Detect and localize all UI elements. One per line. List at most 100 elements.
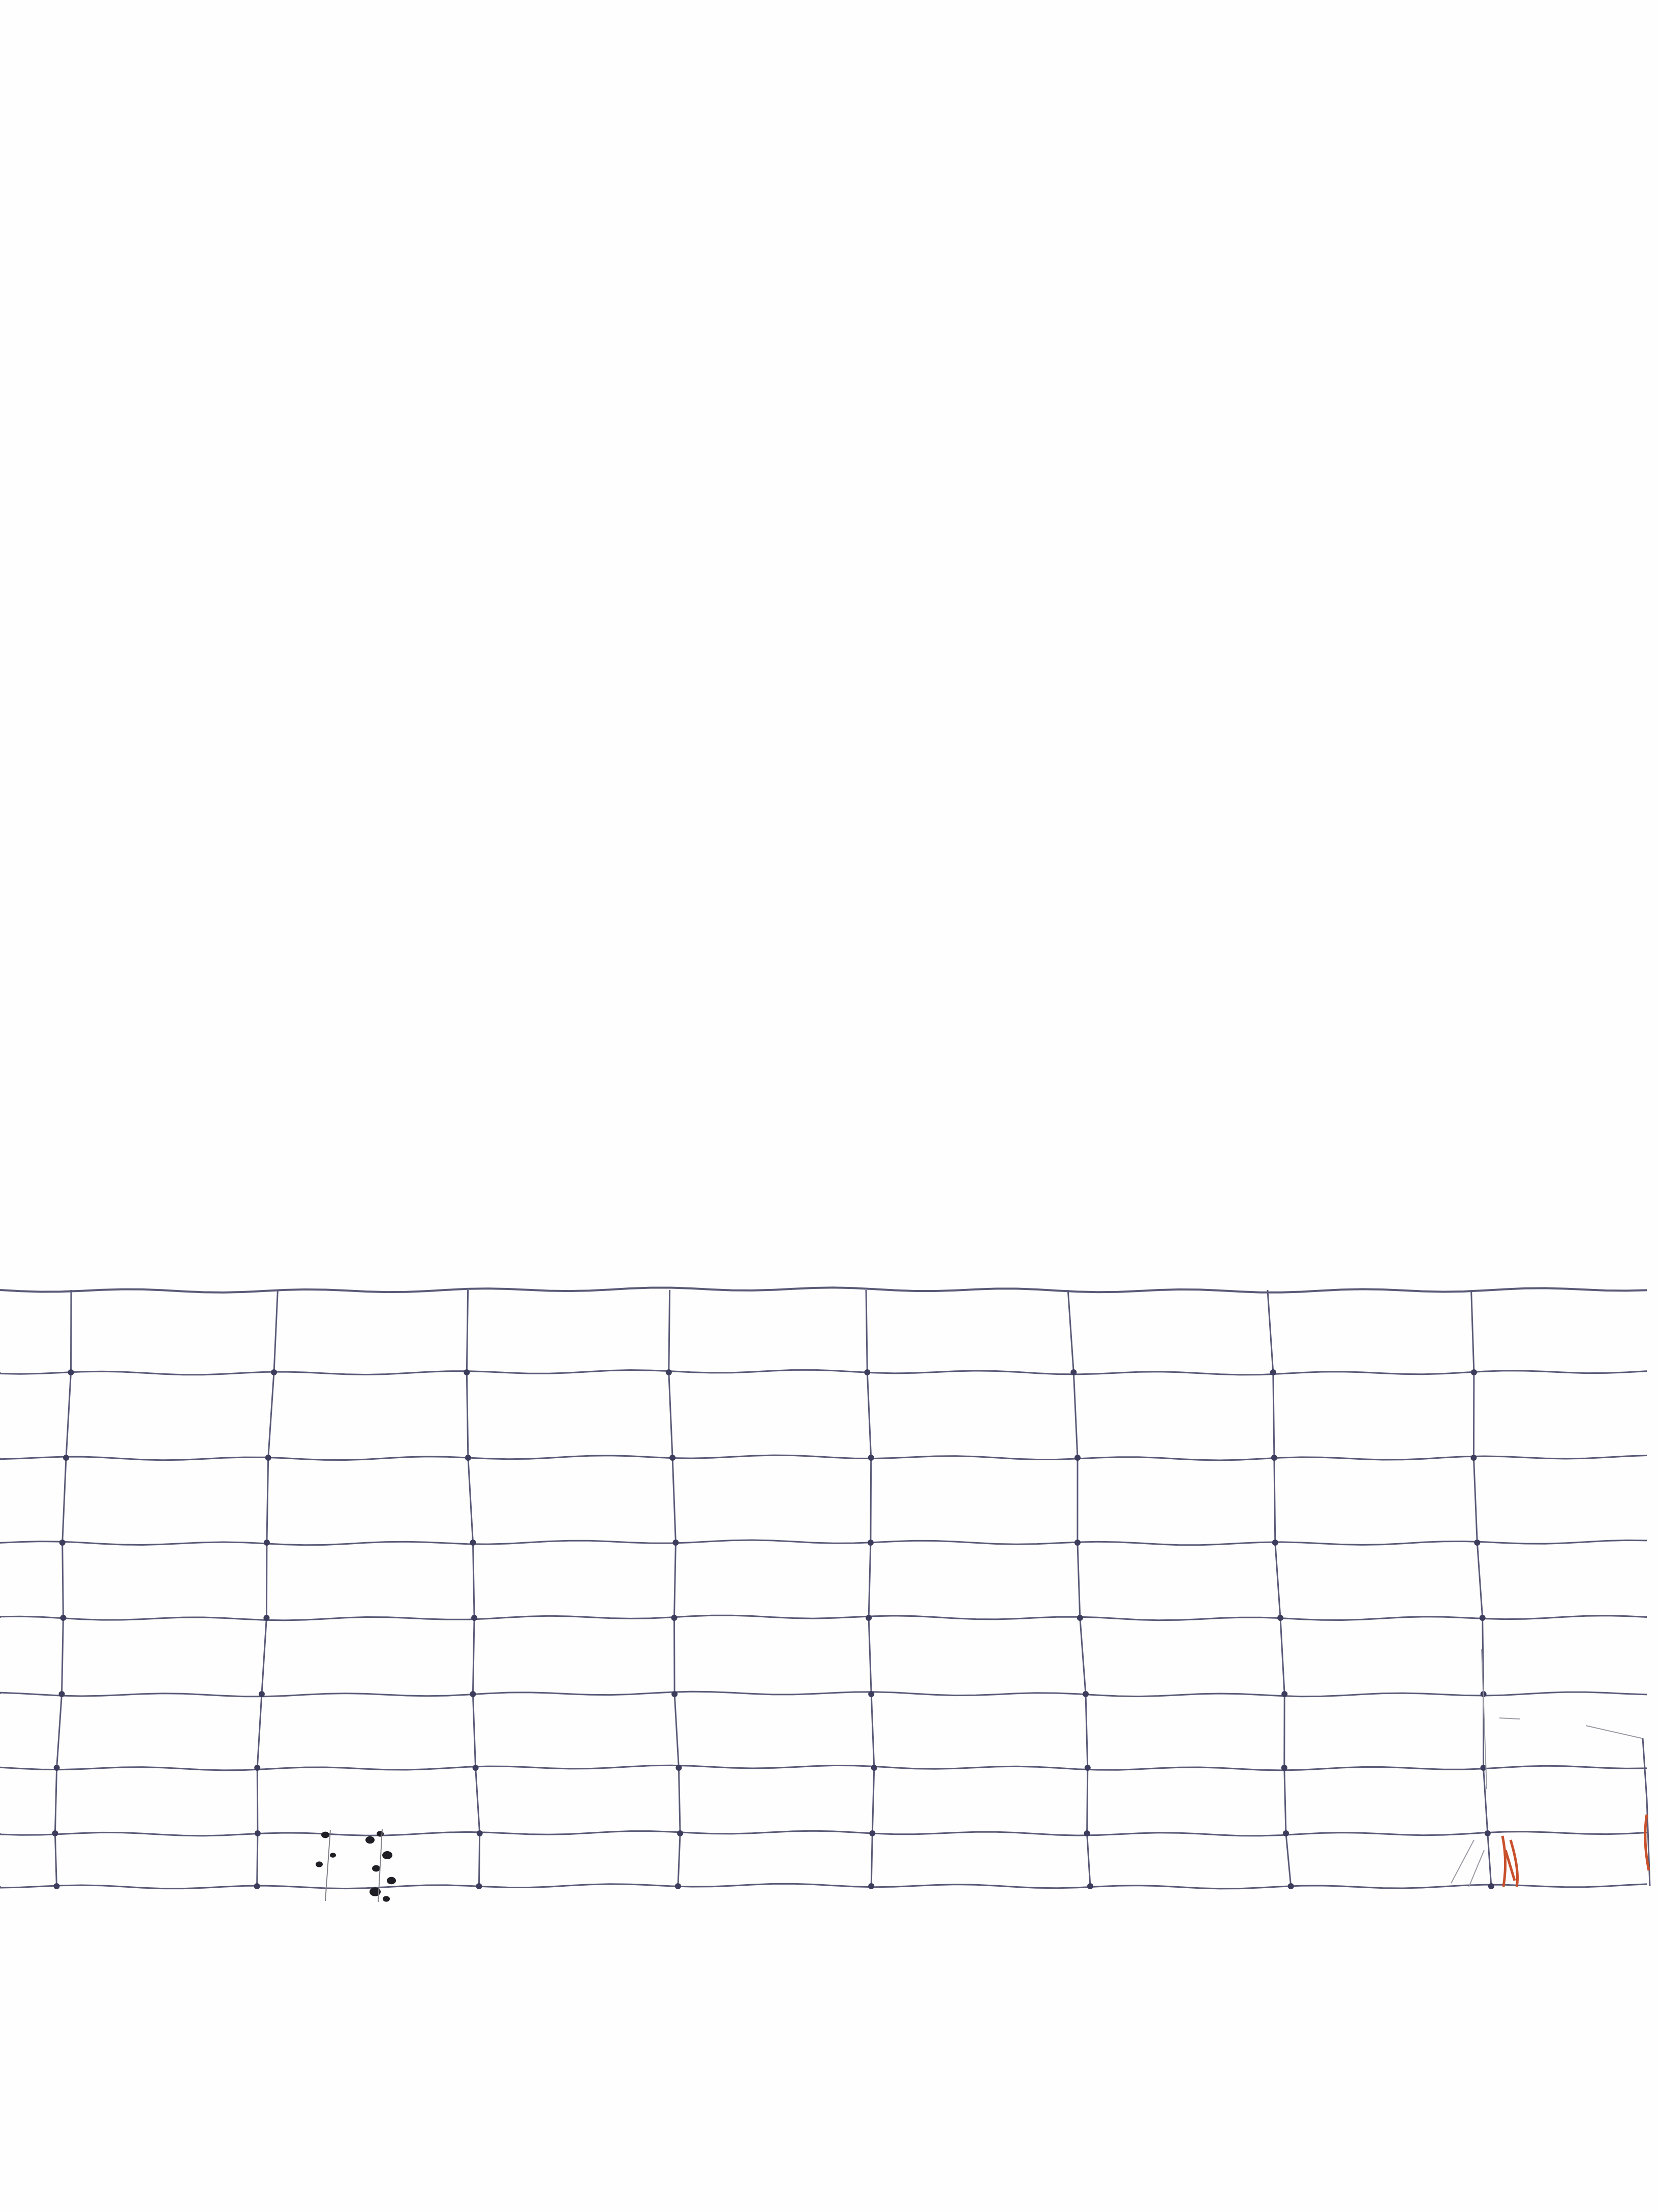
wire-knot <box>868 1691 875 1697</box>
horizontal-wire <box>0 1454 1647 1461</box>
wire-knot <box>258 1691 265 1697</box>
wire-knot <box>1480 1765 1487 1771</box>
wire-knot <box>869 1830 876 1836</box>
wire-knot <box>1270 1369 1276 1375</box>
wire-knot <box>671 1691 678 1697</box>
weed-stem <box>378 1828 383 1902</box>
wire-knot <box>254 1765 261 1771</box>
vertical-stay <box>865 1289 875 1887</box>
wire-knot <box>52 1830 58 1836</box>
dry-weeds <box>316 1649 1650 1902</box>
wire-knot <box>675 1765 682 1771</box>
wire-knot <box>1488 1883 1494 1889</box>
wire-knot <box>1074 1540 1081 1546</box>
vertical-stay <box>1642 1738 1651 1887</box>
wire-knot <box>68 1369 74 1375</box>
wire-knot <box>1083 1691 1089 1697</box>
wire-knot <box>53 1883 60 1889</box>
wire-knot <box>871 1765 877 1771</box>
wire-knot <box>265 1455 271 1461</box>
horizontal-wire <box>0 1539 1647 1546</box>
wire-knot <box>677 1830 684 1836</box>
wire-knot <box>1272 1540 1278 1546</box>
weed-clump <box>372 1865 380 1872</box>
vertical-stay <box>1267 1289 1292 1887</box>
wire-knot <box>1470 1369 1477 1375</box>
wire-knot <box>665 1369 672 1375</box>
wire-knot <box>1479 1615 1486 1621</box>
wire-knot <box>263 1615 270 1621</box>
vertical-stays <box>54 1289 1651 1887</box>
weed-clump <box>382 1851 392 1859</box>
wire-knot <box>1283 1830 1289 1836</box>
rusty-weed <box>1644 1814 1650 1871</box>
vertical-stay <box>1067 1289 1091 1887</box>
grass-strand <box>1481 1649 1487 1790</box>
horizontal-wire <box>0 1369 1647 1376</box>
horizontal-wires <box>0 1286 1647 1890</box>
wire-knot <box>1470 1455 1477 1461</box>
grass-strand <box>1585 1725 1642 1739</box>
wire-knot <box>1077 1615 1083 1621</box>
wire-knot <box>1087 1883 1093 1889</box>
wire-knot <box>1474 1540 1481 1546</box>
wire-knot <box>464 1369 470 1375</box>
wire-knot <box>672 1540 679 1546</box>
wire-knot <box>868 1883 875 1889</box>
grass-strand <box>1451 1839 1474 1884</box>
wire-knot <box>669 1455 676 1461</box>
wire-knot <box>263 1540 270 1546</box>
wire-knot <box>60 1615 67 1621</box>
wire-knot <box>671 1615 678 1621</box>
vertical-stay <box>466 1289 481 1887</box>
weed-clump <box>377 1831 384 1837</box>
wire-knot <box>472 1765 479 1771</box>
horizontal-wire <box>0 1830 1647 1837</box>
wire-knot <box>58 1691 65 1697</box>
vertical-stay <box>668 1289 681 1887</box>
horizontal-wire <box>0 1614 1647 1621</box>
wire-knot <box>470 1540 476 1546</box>
weed-stem <box>325 1829 331 1901</box>
wire-knot <box>1084 1830 1090 1836</box>
wire-knot <box>1277 1615 1283 1621</box>
wire-knot <box>1271 1455 1277 1461</box>
horizontal-wire <box>0 1764 1647 1771</box>
wire-knot <box>476 1883 482 1889</box>
grass-strand <box>1499 1717 1520 1719</box>
horizontal-wire <box>0 1286 1647 1294</box>
wire-knots <box>52 1369 1494 1889</box>
wire-knot <box>866 1615 872 1621</box>
wire-knot <box>1074 1455 1081 1461</box>
horizontal-wire <box>0 1883 1647 1890</box>
weed-clump <box>365 1836 375 1844</box>
weed-clump <box>316 1861 323 1867</box>
wire-knot <box>63 1455 69 1461</box>
wire-knot <box>1484 1830 1491 1836</box>
weed-clump <box>370 1887 381 1896</box>
wire-knot <box>1070 1369 1077 1375</box>
wire-knot <box>254 1883 260 1889</box>
wire-knot <box>864 1369 871 1375</box>
vertical-stay <box>256 1289 279 1887</box>
weed-clump <box>387 1877 396 1885</box>
wire-knot <box>465 1455 471 1461</box>
wire-knot <box>1281 1765 1287 1771</box>
wire-knot <box>254 1830 261 1836</box>
wire-knot <box>1084 1765 1091 1771</box>
wire-knot <box>868 1455 874 1461</box>
wire-knot <box>471 1615 478 1621</box>
wire-knot <box>470 1691 476 1697</box>
wire-knot <box>867 1540 874 1546</box>
weed-clump <box>330 1853 336 1858</box>
wire-knot <box>674 1883 681 1889</box>
wire-knot <box>53 1765 60 1771</box>
grass-strand <box>1468 1850 1485 1887</box>
weed-clump <box>383 1896 390 1902</box>
vertical-stay <box>54 1289 72 1887</box>
wire-knot <box>59 1540 66 1546</box>
wire-knot <box>1287 1883 1294 1889</box>
vertical-stay <box>1470 1289 1492 1887</box>
